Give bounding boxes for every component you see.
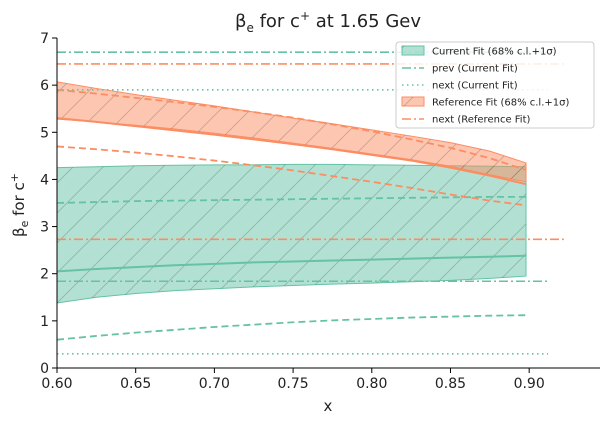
x-axis-label: x [324,397,333,415]
y-tick-label: 1 [40,314,49,330]
y-tick-label: 0 [40,361,49,377]
y-tick-label: 7 [40,31,49,47]
y-axis-label: βe for c+ [8,173,31,237]
y-tick-label: 5 [40,125,49,141]
current-fit-central-line [57,254,527,273]
current-fit-lower-dashed [57,314,527,341]
chart-title: βe for c+ at 1.65 Gev [235,9,421,35]
y-tick-label: 6 [40,78,49,94]
y-tick-label: 2 [40,267,49,283]
legend-label: next (Current Fit) [432,81,518,92]
x-tick-label: 0.90 [514,376,545,392]
legend-label: Current Fit (68% c.l.+1σ) [432,47,557,58]
plot-area [57,51,564,355]
legend-label: Reference Fit (68% c.l.+1σ) [432,98,569,109]
y-tick-label: 4 [40,172,49,188]
x-ticks: 0.60 0.65 0.70 0.75 0.80 0.85 0.90 [41,368,545,392]
reference-fit-lower-dashed [57,145,527,207]
reference-fit-central-line [57,117,527,186]
x-tick-label: 0.75 [278,376,309,392]
x-tick-label: 0.80 [356,376,387,392]
current-fit-upper-dashed [57,195,527,204]
legend: Current Fit (68% c.l.+1σ) prev (Current F… [395,41,595,129]
legend-swatch-hatch [402,97,424,106]
current-fit-hatch [57,164,527,303]
legend-frame [395,41,595,129]
legend-label: prev (Current Fit) [432,64,518,75]
legend-swatch-hatch [402,46,424,55]
x-tick-label: 0.65 [120,376,151,392]
reference-fit-upper-dashed [57,88,527,171]
x-tick-label: 0.85 [435,376,466,392]
x-tick-label: 0.70 [199,376,230,392]
x-tick-label: 0.60 [41,376,72,392]
y-ticks: 0 1 2 3 4 5 6 7 [40,31,57,377]
legend-label: next (Reference Fit) [432,115,530,126]
y-tick-label: 3 [40,220,49,236]
reference-fit-hatch [57,81,527,182]
